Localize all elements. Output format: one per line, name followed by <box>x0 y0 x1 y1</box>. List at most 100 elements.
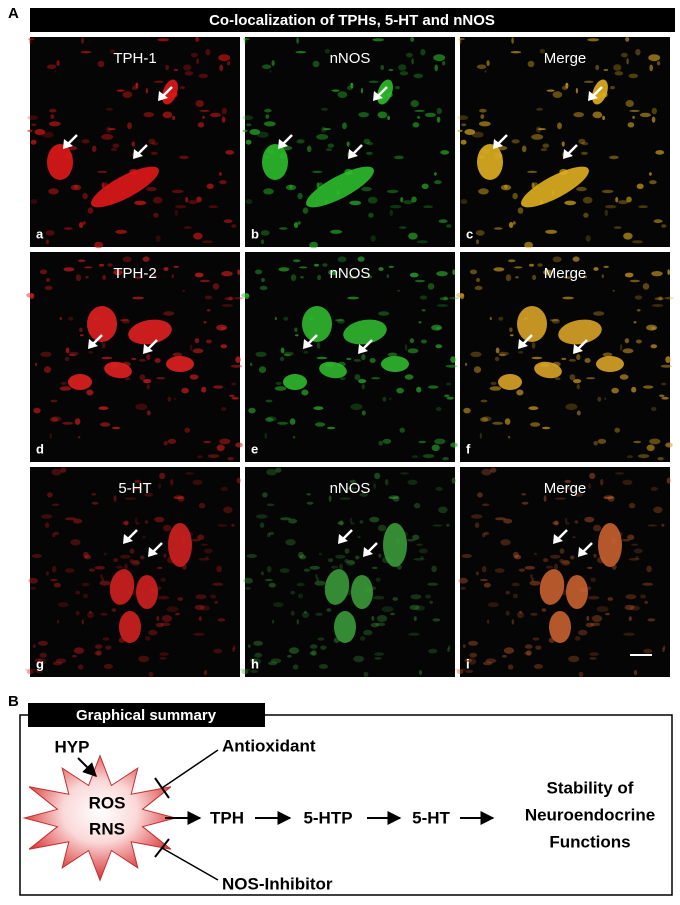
speckle <box>386 189 399 194</box>
speckle <box>527 170 538 173</box>
speckle <box>129 559 134 563</box>
speckle <box>647 618 656 622</box>
speckle <box>280 347 285 354</box>
speckle <box>163 524 172 532</box>
speckle <box>378 440 383 446</box>
speckle <box>458 577 468 584</box>
speckle <box>597 396 602 402</box>
speckle <box>490 467 497 473</box>
speckle <box>221 304 234 307</box>
speckle <box>119 319 129 322</box>
cell <box>343 319 387 345</box>
speckle <box>27 129 33 132</box>
speckle <box>513 593 518 599</box>
speckle <box>600 478 604 486</box>
speckle <box>96 650 102 656</box>
speckle <box>387 115 390 121</box>
speckle <box>409 338 415 344</box>
speckle <box>347 560 355 565</box>
panel-a-label: A <box>8 5 19 22</box>
speckle <box>175 612 180 616</box>
speckle <box>482 661 493 666</box>
speckle <box>231 396 239 400</box>
speckle <box>314 580 326 586</box>
speckle <box>411 196 417 203</box>
speckle <box>233 645 236 650</box>
speckle <box>412 122 420 128</box>
speckle <box>220 486 228 491</box>
speckle <box>546 565 553 569</box>
panel-name: TPH-1 <box>113 50 156 67</box>
speckle <box>62 421 74 425</box>
speckle <box>666 477 671 484</box>
speckle <box>132 560 140 565</box>
speckle <box>505 610 510 616</box>
inhibit-line <box>161 749 219 789</box>
speckle <box>434 438 446 445</box>
speckle <box>511 619 514 625</box>
speckle <box>532 274 537 281</box>
speckle <box>157 595 170 600</box>
speckle <box>288 518 298 524</box>
speckle <box>559 559 564 563</box>
speckle <box>328 269 338 276</box>
speckle <box>399 427 405 433</box>
speckle <box>201 386 207 393</box>
speckle <box>266 503 275 507</box>
speckle <box>216 324 228 331</box>
arrow <box>77 757 97 777</box>
speckle <box>436 304 449 307</box>
title-bar <box>30 8 675 32</box>
speckle <box>219 172 222 176</box>
speckle <box>192 479 203 485</box>
speckle <box>486 60 490 67</box>
speckle <box>633 440 642 444</box>
speckle <box>615 196 619 203</box>
speckle <box>392 597 399 601</box>
speckle <box>482 532 486 538</box>
speckle <box>665 356 671 363</box>
speckle <box>309 565 321 570</box>
speckle <box>461 123 467 127</box>
speckle <box>50 417 59 422</box>
speckle <box>312 170 323 173</box>
speckle <box>159 472 166 480</box>
speckle <box>292 435 296 439</box>
pointer-arrow-head <box>303 339 313 349</box>
speckle <box>349 479 357 484</box>
speckle <box>165 64 170 71</box>
speckle <box>400 472 410 475</box>
speckle <box>83 551 89 559</box>
speckle <box>296 619 299 625</box>
speckle <box>198 558 210 561</box>
speckle <box>91 501 99 505</box>
panel-name: nNOS <box>330 480 371 497</box>
speckle <box>122 521 129 525</box>
image-grid: TPH-1 a nNOS b Merge c TPH-2 d nNOS e Merge f 5-HT g n… <box>24 37 674 678</box>
cell <box>598 523 622 567</box>
speckle <box>494 356 500 362</box>
speckle <box>631 543 638 546</box>
cell <box>558 319 602 345</box>
speckle <box>334 319 344 322</box>
speckle <box>447 647 450 652</box>
speckle <box>203 548 213 554</box>
speckle <box>112 426 121 430</box>
speckle <box>661 224 667 228</box>
speckle <box>377 111 388 119</box>
speckle <box>77 435 81 439</box>
image-background <box>245 37 455 247</box>
panel-name: Merge <box>544 50 587 67</box>
speckle <box>160 622 171 627</box>
speckle <box>30 199 38 205</box>
speckle <box>436 116 441 123</box>
speckle <box>174 209 178 216</box>
speckle <box>552 521 559 525</box>
speckle <box>480 399 488 403</box>
speckle <box>504 418 511 425</box>
speckle <box>99 263 104 267</box>
speckle <box>284 353 291 357</box>
speckle <box>344 548 350 554</box>
speckle <box>480 114 485 119</box>
cell <box>47 144 73 180</box>
